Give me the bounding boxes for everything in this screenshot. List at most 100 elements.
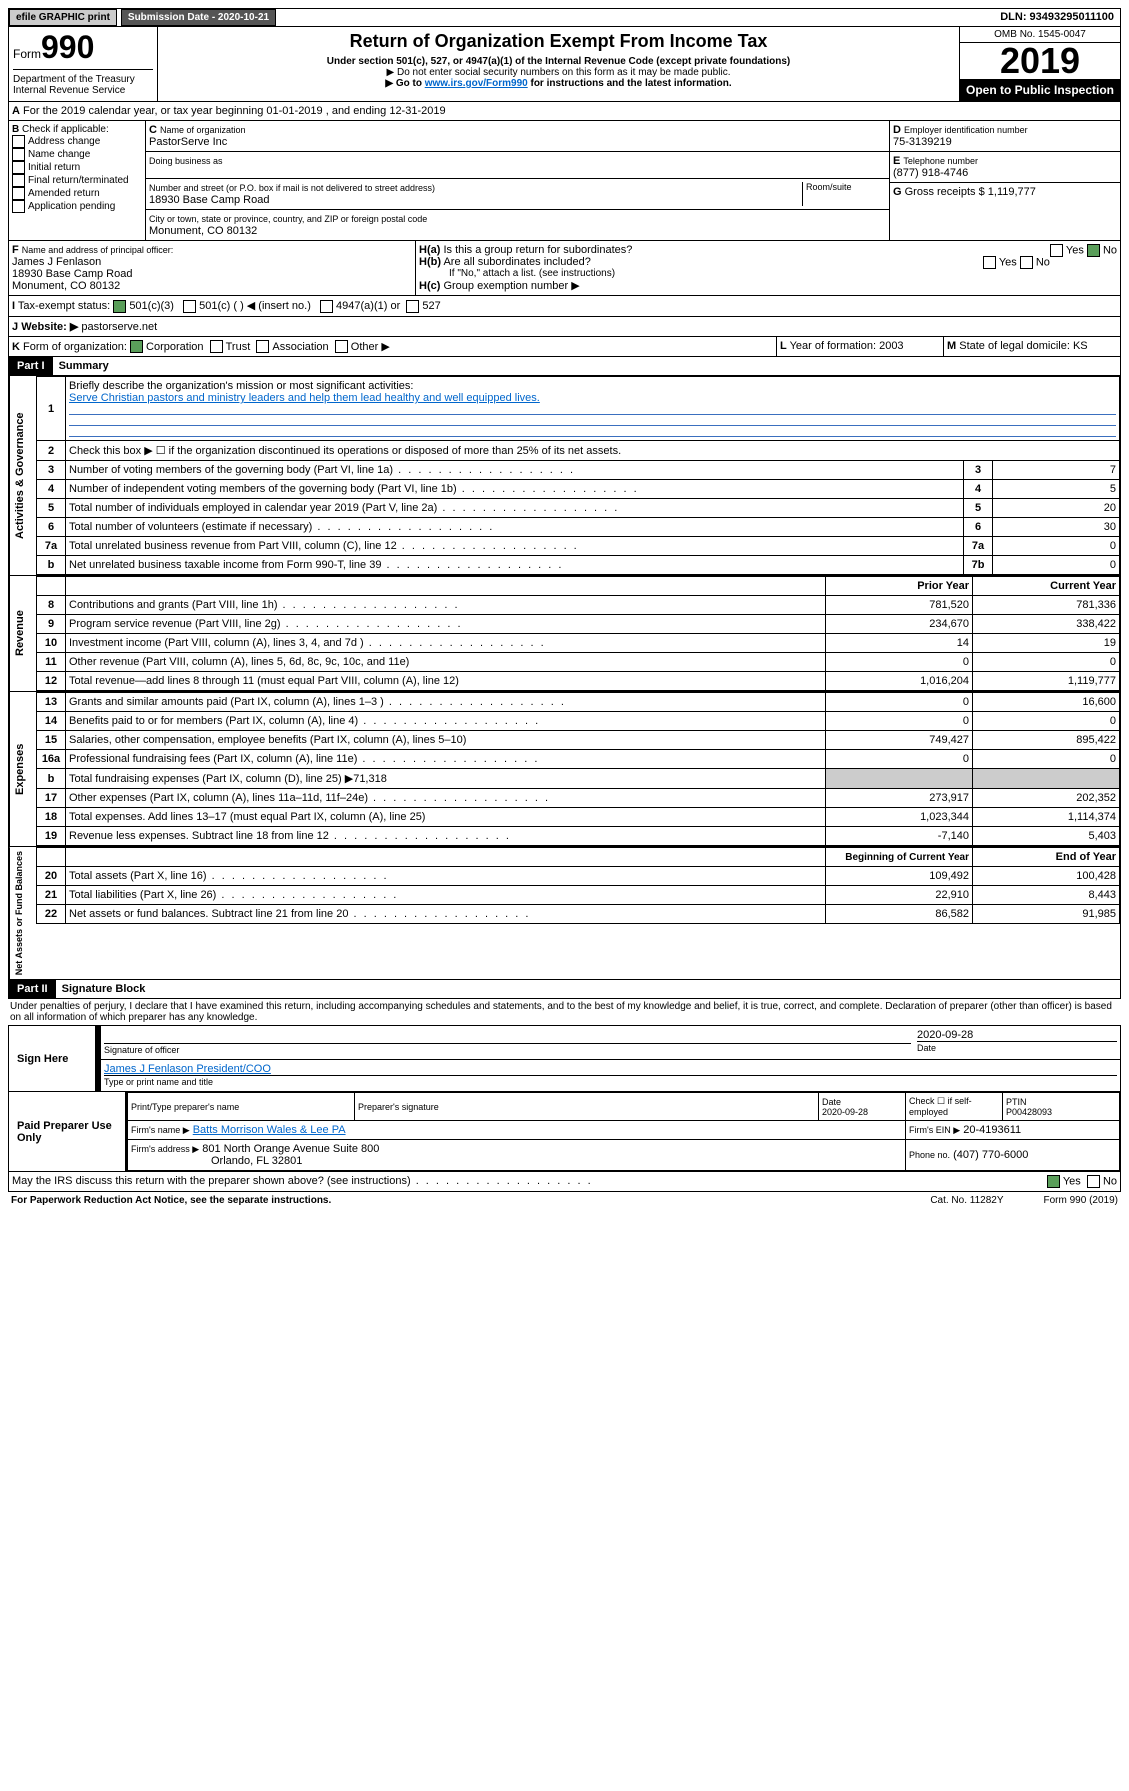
discuss-yes[interactable]: [1047, 1175, 1060, 1188]
l8-curr: 781,336: [973, 596, 1120, 615]
l18-curr: 1,114,374: [973, 808, 1120, 827]
chk-assoc[interactable]: [256, 340, 269, 353]
l15-prior: 749,427: [826, 731, 973, 750]
b-opt-5: Application pending: [28, 201, 115, 212]
taxexempt-label: Tax-exempt status:: [18, 300, 110, 312]
sign-here-block: Sign Here Signature of officer 2020-09-2…: [8, 1025, 1121, 1092]
chk-final[interactable]: [12, 174, 25, 187]
chk-527[interactable]: [406, 300, 419, 313]
ein-value: 75-3139219: [893, 136, 952, 148]
subtitle-1: Under section 501(c), 527, or 4947(a)(1)…: [162, 56, 955, 67]
l16a-text: Professional fundraising fees (Part IX, …: [66, 750, 826, 769]
l19-text: Revenue less expenses. Subtract line 18 …: [66, 827, 826, 846]
chk-501c[interactable]: [183, 300, 196, 313]
ha-label: H(a): [419, 244, 440, 256]
hb-yes[interactable]: [983, 256, 996, 269]
part-i-header: Part I Summary: [8, 357, 1121, 376]
e-label: E: [893, 155, 900, 167]
chk-pending[interactable]: [12, 200, 25, 213]
chk-trust[interactable]: [210, 340, 223, 353]
revenue-table: Prior YearCurrent Year 8Contributions an…: [36, 576, 1120, 691]
l6-text: Total number of volunteers (estimate if …: [66, 518, 964, 537]
current-year-hdr: Current Year: [973, 577, 1120, 596]
prior-year-hdr: Prior Year: [826, 577, 973, 596]
l7a-text: Total unrelated business revenue from Pa…: [66, 537, 964, 556]
d-label: D: [893, 124, 901, 136]
l15-curr: 895,422: [973, 731, 1120, 750]
side-expenses: Expenses: [9, 692, 36, 846]
k-other: Other ▶: [351, 341, 390, 353]
l11-prior: 0: [826, 653, 973, 672]
l7b-text: Net unrelated business taxable income fr…: [66, 556, 964, 575]
ha-text: Is this a group return for subordinates?: [443, 244, 632, 256]
hb-note: If "No," attach a list. (see instruction…: [419, 268, 1117, 279]
firm-addr-label: Firm's address ▶: [131, 1144, 199, 1154]
k-text: Form of organization:: [23, 341, 127, 353]
efile-btn[interactable]: efile GRAPHIC print: [9, 9, 117, 26]
instructions-link[interactable]: www.irs.gov/Form990: [425, 78, 528, 89]
l13-curr: 16,600: [973, 693, 1120, 712]
discuss-yes-lbl: Yes: [1063, 1176, 1081, 1188]
b-opt-3: Final return/terminated: [28, 175, 129, 186]
dept-treasury: Department of the Treasury: [13, 74, 153, 85]
chk-501c3[interactable]: [113, 300, 126, 313]
l22-text: Net assets or fund balances. Subtract li…: [66, 905, 826, 924]
l14-prior: 0: [826, 712, 973, 731]
hb-no-lbl: No: [1036, 256, 1050, 268]
chk-address[interactable]: [12, 135, 25, 148]
expenses-table: 13Grants and similar amounts paid (Part …: [36, 692, 1120, 846]
website-value: pastorserve.net: [81, 321, 157, 333]
officer-signed-name[interactable]: James J Fenlason President/COO: [104, 1063, 271, 1075]
officer-addr2: Monument, CO 80132: [12, 280, 120, 292]
part-i-num: Part I: [9, 357, 53, 375]
form-header: Form990 Department of the Treasury Inter…: [8, 27, 1121, 102]
firm-addr2: Orlando, FL 32801: [131, 1155, 302, 1167]
sign-date: 2020-09-28: [917, 1029, 1117, 1042]
side-revenue: Revenue: [9, 576, 36, 691]
chk-amended[interactable]: [12, 187, 25, 200]
te-d: 527: [422, 300, 440, 312]
l16a-curr: 0: [973, 750, 1120, 769]
submission-date: Submission Date - 2020-10-21: [121, 9, 276, 26]
a-label: A: [12, 105, 20, 117]
tax-exempt-row: I Tax-exempt status: 501(c)(3) 501(c) ( …: [8, 296, 1121, 317]
firm-name[interactable]: Batts Morrison Wales & Lee PA: [193, 1124, 346, 1136]
dba-label: Doing business as: [149, 156, 223, 166]
chk-initial[interactable]: [12, 161, 25, 174]
b-check-label: Check if applicable:: [22, 124, 109, 135]
gross-value: 1,119,777: [988, 186, 1036, 198]
l13-prior: 0: [826, 693, 973, 712]
te-a: 501(c)(3): [129, 300, 174, 312]
chk-4947[interactable]: [320, 300, 333, 313]
l20-text: Total assets (Part X, line 16): [66, 867, 826, 886]
l5-text: Total number of individuals employed in …: [66, 499, 964, 518]
part-ii-num: Part II: [9, 980, 56, 998]
website-row: J Website: ▶ pastorserve.net: [8, 317, 1121, 337]
discuss-text: May the IRS discuss this return with the…: [12, 1175, 593, 1188]
l17-prior: 273,917: [826, 789, 973, 808]
chk-other[interactable]: [335, 340, 348, 353]
chk-name[interactable]: [12, 148, 25, 161]
l18-text: Total expenses. Add lines 13–17 (must eq…: [66, 808, 826, 827]
prep-date: 2020-09-28: [822, 1107, 868, 1117]
ha-yes[interactable]: [1050, 244, 1063, 257]
m-label: M: [947, 340, 956, 352]
discuss-no[interactable]: [1087, 1175, 1100, 1188]
prep-h2: Preparer's signature: [355, 1093, 819, 1121]
goto-post: for instructions and the latest informat…: [528, 78, 732, 89]
net-assets-block: Net Assets or Fund Balances Beginning of…: [8, 847, 1121, 980]
officer-block: F Name and address of principal officer:…: [8, 241, 1121, 296]
hc-text: Group exemption number ▶: [443, 280, 579, 292]
f-label: F: [12, 244, 19, 256]
l8-prior: 781,520: [826, 596, 973, 615]
ha-no[interactable]: [1087, 244, 1100, 257]
part-ii-header: Part II Signature Block: [8, 980, 1121, 999]
expenses-block: Expenses 13Grants and similar amounts pa…: [8, 692, 1121, 847]
chk-corp[interactable]: [130, 340, 143, 353]
l3-text: Number of voting members of the governin…: [66, 461, 964, 480]
sig-officer-label: Signature of officer: [104, 1045, 179, 1055]
mission-text[interactable]: Serve Christian pastors and ministry lea…: [69, 392, 540, 404]
discuss-row: May the IRS discuss this return with the…: [8, 1172, 1121, 1192]
m-text: State of legal domicile:: [959, 340, 1070, 352]
hb-no[interactable]: [1020, 256, 1033, 269]
